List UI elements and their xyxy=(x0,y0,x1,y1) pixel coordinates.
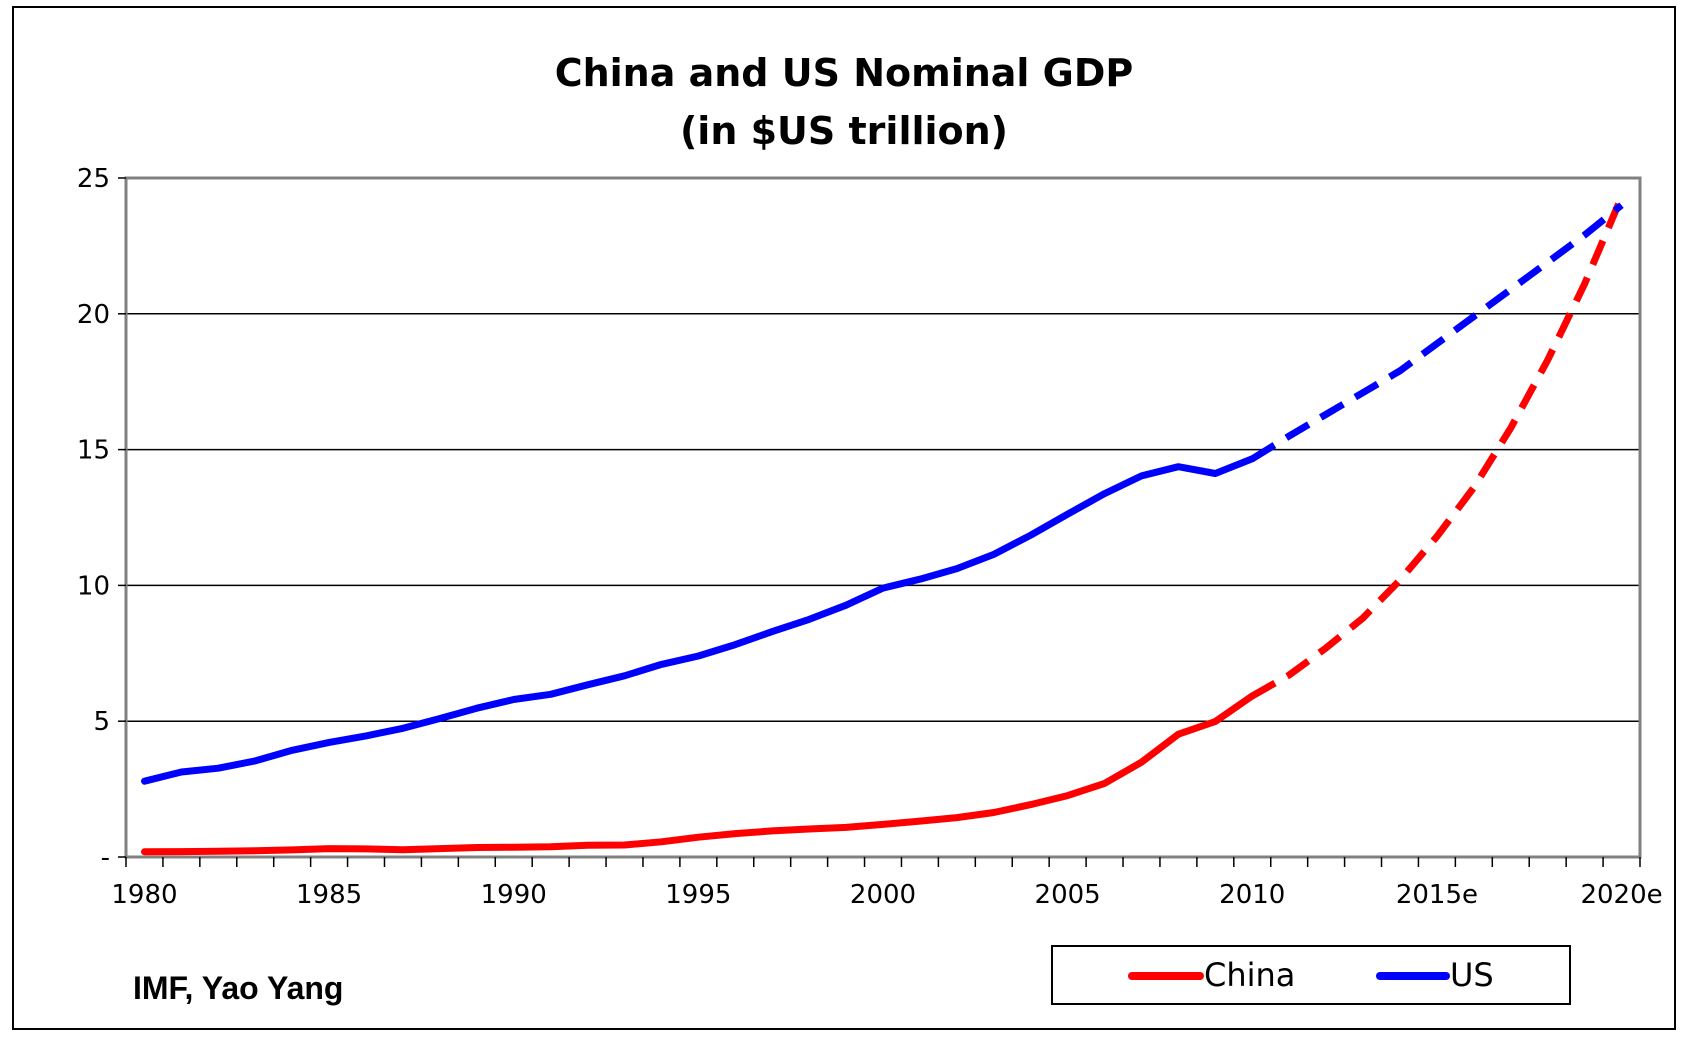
x-tick-label: 2015e xyxy=(1396,880,1478,910)
series-line-us-estimate xyxy=(1250,202,1624,462)
x-tick-label: 1990 xyxy=(481,880,547,910)
y-tick-label: 15 xyxy=(77,436,110,466)
x-tick-label: 1980 xyxy=(111,880,177,910)
series-line-us-actual xyxy=(141,455,1256,785)
x-tick-label: 1995 xyxy=(665,880,731,910)
y-tick-label: 5 xyxy=(93,707,110,737)
series-line-china-actual xyxy=(141,692,1256,856)
legend: China US xyxy=(1051,945,1571,1005)
legend-label-us: US xyxy=(1450,956,1494,994)
source-note: IMF, Yao Yang xyxy=(133,970,343,1006)
chart-title-line-1: China and US Nominal GDP xyxy=(555,51,1134,95)
axes: - 5 10 15 20 25 1980 1985 1990 1995 2000 2005 2010 20… xyxy=(77,164,1663,910)
series-line-china-estimate xyxy=(1250,195,1625,699)
series-lines xyxy=(141,195,1625,856)
chart-frame xyxy=(12,6,1676,1030)
y-tick-label: 20 xyxy=(77,300,110,330)
chart-title-line-2: (in $US trillion) xyxy=(680,109,1008,153)
legend-label-china: China xyxy=(1204,956,1295,994)
x-tick-label: 2005 xyxy=(1035,880,1101,910)
y-tick-label: - xyxy=(101,843,110,873)
y-tick-label: 25 xyxy=(77,164,110,194)
x-tick-label: 2020e xyxy=(1580,880,1662,910)
x-tick-label: 1985 xyxy=(296,880,362,910)
x-tick-label: 2000 xyxy=(850,880,916,910)
gridlines xyxy=(126,313,1640,722)
plot-area xyxy=(124,176,1642,859)
y-tick-label: 10 xyxy=(77,571,110,601)
x-tick-label: 2010 xyxy=(1219,880,1285,910)
